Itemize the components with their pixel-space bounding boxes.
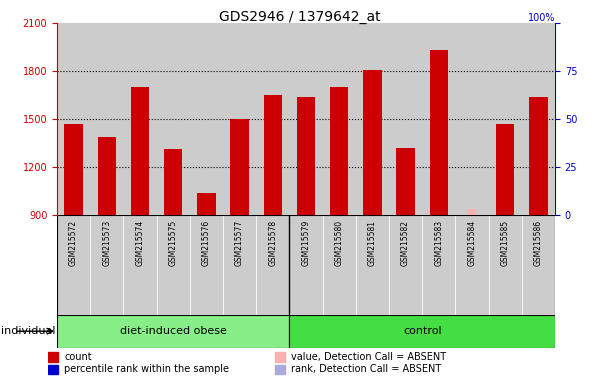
Bar: [297, 97, 315, 215]
Text: GSM215576: GSM215576: [202, 220, 211, 266]
Bar: [488, 215, 522, 317]
Bar: [157, 215, 190, 317]
Text: GSM215584: GSM215584: [467, 220, 476, 266]
Bar: [455, 215, 488, 317]
Bar: [57, 315, 289, 348]
Bar: [496, 124, 514, 215]
Bar: [124, 215, 157, 317]
Bar: [289, 315, 555, 348]
Bar: [223, 215, 256, 317]
Bar: [190, 215, 223, 317]
Text: value, Detection Call = ABSENT: value, Detection Call = ABSENT: [291, 352, 446, 362]
Bar: [275, 365, 284, 374]
Bar: [197, 194, 215, 215]
Bar: [363, 70, 382, 215]
Text: 100%: 100%: [527, 13, 555, 23]
Text: diet-induced obese: diet-induced obese: [120, 326, 227, 336]
Text: rank, Detection Call = ABSENT: rank, Detection Call = ABSENT: [291, 364, 441, 374]
Bar: [522, 215, 555, 317]
Text: GSM215579: GSM215579: [302, 220, 311, 266]
Bar: [256, 215, 289, 317]
Text: percentile rank within the sample: percentile rank within the sample: [64, 364, 229, 374]
Bar: [389, 215, 422, 317]
Text: GSM215586: GSM215586: [534, 220, 543, 266]
Bar: [230, 119, 249, 215]
Text: GSM215573: GSM215573: [102, 220, 112, 266]
Text: control: control: [403, 326, 442, 336]
Text: GSM215577: GSM215577: [235, 220, 244, 266]
Text: GSM215575: GSM215575: [169, 220, 178, 266]
Bar: [422, 215, 455, 317]
Bar: [397, 148, 415, 215]
Text: count: count: [64, 352, 92, 362]
Text: GSM215581: GSM215581: [368, 220, 377, 266]
Text: individual: individual: [1, 326, 56, 336]
Bar: [164, 149, 182, 215]
Bar: [64, 124, 83, 215]
Bar: [48, 365, 58, 374]
Bar: [529, 97, 548, 215]
Text: GSM215583: GSM215583: [434, 220, 443, 266]
Bar: [430, 50, 448, 215]
Bar: [323, 215, 356, 317]
Text: GDS2946 / 1379642_at: GDS2946 / 1379642_at: [219, 10, 381, 23]
Bar: [356, 215, 389, 317]
Bar: [131, 87, 149, 215]
Bar: [90, 215, 124, 317]
Text: GSM215572: GSM215572: [69, 220, 78, 266]
Text: GSM215578: GSM215578: [268, 220, 277, 266]
Text: GSM215574: GSM215574: [136, 220, 145, 266]
Bar: [289, 215, 323, 317]
Bar: [98, 137, 116, 215]
Bar: [330, 87, 349, 215]
Bar: [57, 215, 90, 317]
Bar: [275, 352, 284, 362]
Bar: [263, 95, 282, 215]
Bar: [48, 352, 58, 362]
Text: GSM215580: GSM215580: [335, 220, 344, 266]
Text: GSM215582: GSM215582: [401, 220, 410, 266]
Text: GSM215585: GSM215585: [501, 220, 510, 266]
Bar: [469, 209, 476, 215]
